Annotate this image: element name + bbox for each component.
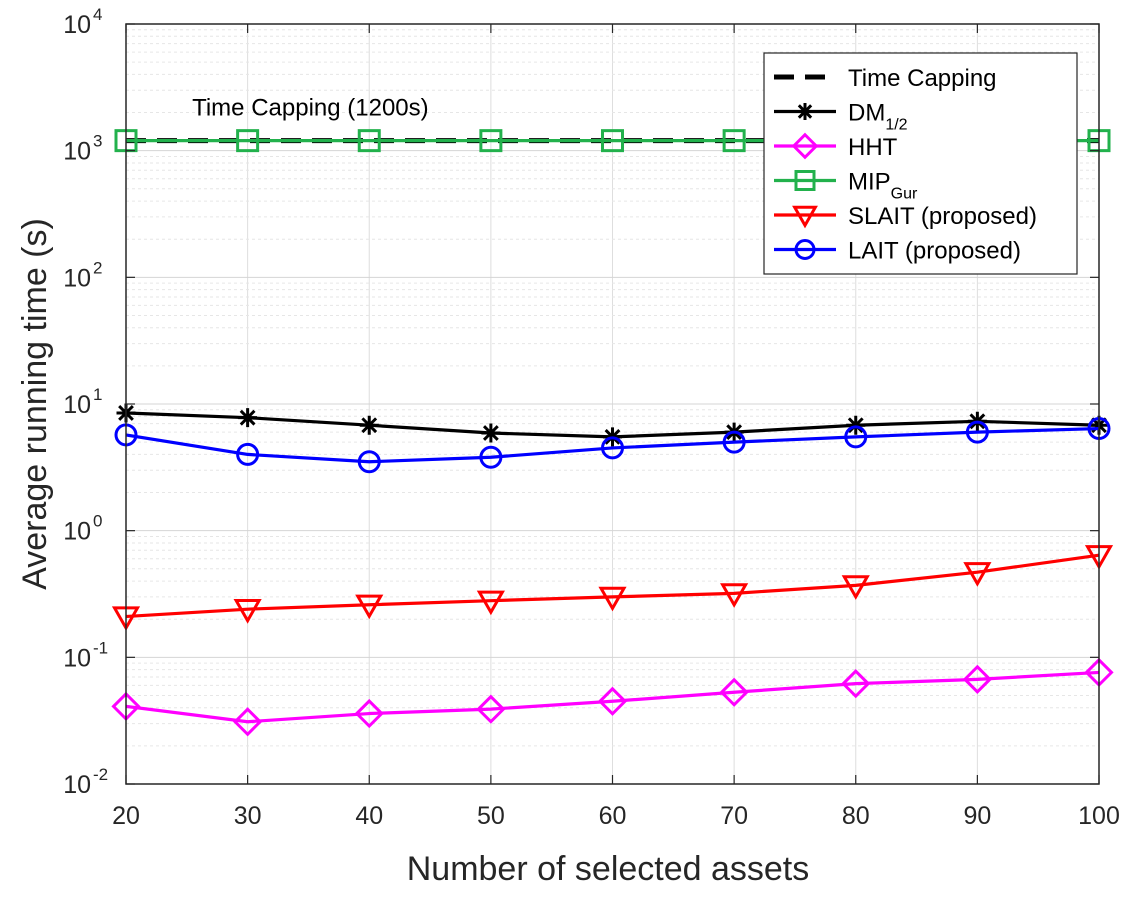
data-point xyxy=(236,442,260,466)
x-tick-label: 90 xyxy=(963,802,991,830)
data-point xyxy=(236,129,260,153)
series-line xyxy=(125,426,1100,464)
y-tick-exponent: 2 xyxy=(93,258,102,277)
legend-entry: HHT xyxy=(774,132,898,161)
x-tick-label: 30 xyxy=(234,802,262,830)
legend-label-subscript: 1/2 xyxy=(885,117,907,134)
legend-marker xyxy=(796,102,814,121)
data-point xyxy=(601,436,624,460)
data-point xyxy=(481,423,501,443)
legend-entry: LAIT (proposed) xyxy=(774,238,1021,265)
data-point xyxy=(965,420,989,444)
data-point xyxy=(719,677,749,707)
data-point xyxy=(841,575,870,600)
y-tick-exponent: 4 xyxy=(93,5,102,24)
y-axis-title: Average running time (s) xyxy=(16,218,54,590)
data-point xyxy=(357,129,381,153)
legend-entry: Time Capping xyxy=(774,65,997,92)
y-tick-label: 10 xyxy=(63,644,91,672)
data-point xyxy=(355,594,384,620)
x-tick-label: 60 xyxy=(599,802,627,830)
legend-entry: SLAIT (proposed) xyxy=(774,203,1037,230)
x-tick-label: 40 xyxy=(355,802,383,830)
x-tick-labels: 20 30 40 50 60 70 80 90 100 xyxy=(112,24,1120,830)
legend-label: Time Capping xyxy=(848,65,997,92)
x-tick-label: 50 xyxy=(477,802,505,830)
data-point xyxy=(841,669,871,699)
y-tick-label: 10 xyxy=(63,518,91,546)
data-point xyxy=(846,415,866,435)
time-capping-annotation: Time Capping (1200s) xyxy=(192,94,429,121)
x-tick-label: 100 xyxy=(1078,802,1120,830)
data-point xyxy=(601,129,624,153)
series-slait-proposed- xyxy=(111,545,1114,632)
y-tick-exponent: -2 xyxy=(93,765,108,784)
y-tick-label: 10 xyxy=(63,391,91,419)
data-point xyxy=(479,445,503,469)
x-tick-label: 70 xyxy=(720,802,748,830)
data-point xyxy=(476,694,506,724)
y-tick-label: 10 xyxy=(63,11,91,39)
y-tick-label: 10 xyxy=(63,264,91,292)
x-tick-label: 80 xyxy=(842,802,870,830)
legend-label-subscript: Gur xyxy=(891,186,918,203)
series-line xyxy=(125,553,1100,619)
data-point xyxy=(233,599,262,624)
data-point xyxy=(233,707,263,737)
y-tick-exponent: 0 xyxy=(93,512,102,531)
data-point xyxy=(354,698,384,729)
data-point xyxy=(359,415,379,435)
data-point xyxy=(598,586,627,612)
series-hht xyxy=(111,657,1114,737)
legend-label: LAIT (proposed) xyxy=(848,238,1021,265)
data-point xyxy=(476,590,505,616)
data-point xyxy=(479,129,503,153)
data-point xyxy=(722,129,746,153)
y-tick-exponent: -1 xyxy=(93,638,108,657)
data-point xyxy=(238,408,258,428)
y-tick-label: 10 xyxy=(63,771,91,799)
legend-marker xyxy=(792,205,818,229)
y-tick-label: 10 xyxy=(63,138,91,166)
y-tick-exponent: 1 xyxy=(93,385,102,404)
series-line xyxy=(125,670,1100,724)
data-point xyxy=(963,562,992,587)
legend-label: HHT xyxy=(848,134,898,161)
data-point xyxy=(357,450,381,474)
series-layer xyxy=(111,129,1114,737)
data-point xyxy=(722,430,746,454)
data-point xyxy=(844,425,868,449)
legend-label: SLAIT (proposed) xyxy=(848,203,1037,230)
data-point xyxy=(962,664,992,694)
legend-box xyxy=(763,52,1078,275)
data-point xyxy=(597,686,628,716)
legend-marker xyxy=(794,170,816,191)
legend-marker xyxy=(794,239,816,260)
x-tick-label: 20 xyxy=(112,802,140,830)
legend-marker xyxy=(791,132,819,160)
data-point xyxy=(720,583,749,608)
x-axis-title: Number of selected assets xyxy=(407,850,810,888)
y-tick-exponent: 3 xyxy=(93,132,102,151)
